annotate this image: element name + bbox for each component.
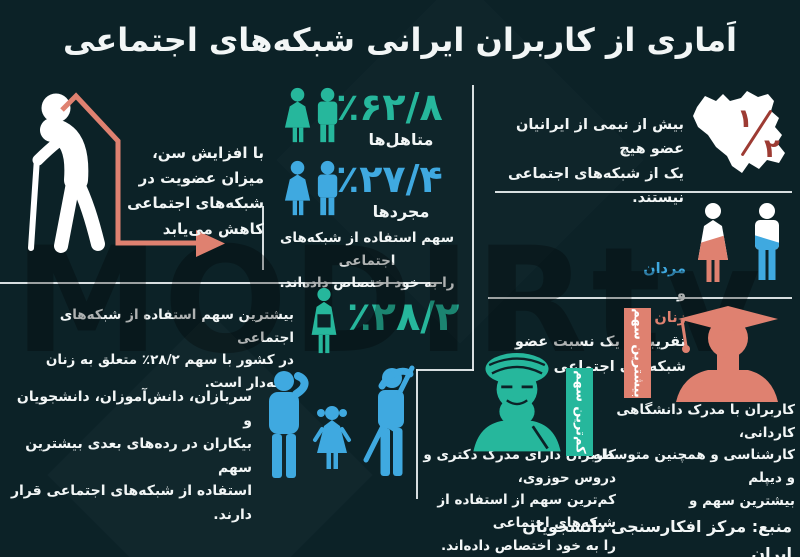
non-members-text: بیش از نیمی از ایرانیان عضو هیچ یک از شب… [507, 117, 684, 207]
married-percentage-value: ٪۶۲/۸ [336, 85, 443, 129]
one-half-fraction: ۱ ۲ [735, 104, 783, 166]
lowest-share-badge: کم‌ترین سهم [566, 368, 593, 456]
source-credit-text: منبع: مرکز افکارسنجی دانشجویان ایران [522, 517, 792, 557]
man-fill-icon [744, 202, 790, 294]
divider-line [495, 191, 792, 193]
fraction-numerator: ۱ [737, 104, 753, 134]
graduate-icon [660, 300, 795, 402]
divider-line [472, 85, 474, 371]
marital-note-text: سهم استفاده از شبکه‌های اجتماعی را به خو… [279, 230, 455, 292]
divider-line [488, 297, 792, 299]
saluting-man-icon [252, 368, 314, 480]
divider-line [0, 282, 442, 284]
highest-education-text: کاربران با مدرک دانشگاهی کاردانی، کارشنا… [592, 402, 795, 509]
cleric-icon [466, 338, 568, 458]
highest-share-badge: بیشترین سهم [624, 308, 651, 398]
declining-trend-arrow-icon [50, 88, 235, 260]
iran-map-icon [683, 84, 793, 186]
married-couple-icon [283, 86, 345, 146]
women-word: زنان [654, 310, 686, 327]
next-ranks-text: سربازان، دانش‌آموزان، دانشجویان و بیکارا… [10, 389, 252, 523]
married-label: متاهل‌ها [368, 130, 434, 149]
men-word: مردان [643, 261, 686, 278]
girl-icon [312, 402, 354, 480]
elderly-man-icon [16, 86, 118, 254]
woman-fill-icon [690, 202, 736, 294]
lowest-share-badge-label: کم‌ترین سهم [572, 370, 587, 454]
and-word: و [676, 285, 686, 302]
singles-percentage-value: ٪۲۷/۴ [336, 157, 443, 201]
housewife-icon [301, 287, 347, 363]
housewives-text: بیشترین سهم استفاده از شبکه‌های اجتماعی … [45, 307, 294, 392]
highest-share-badge-label: بیشترین سهم [630, 308, 645, 398]
fraction-denominator: ۲ [764, 134, 780, 164]
singles-label: مجردها [372, 202, 430, 221]
soldier-rifle-icon [352, 358, 424, 480]
housewives-percentage-value: ٪۲۸/۲ [347, 294, 460, 340]
single-couple-icon [283, 158, 345, 220]
divider-line [416, 369, 418, 499]
page-title: اَماری از کاربران ایرانی شبکه‌های اجتماع… [62, 21, 737, 59]
divider-line [262, 206, 264, 270]
divider-line [416, 369, 474, 371]
aging-statement-text: با افزایش سن، میزان عضویت در شبکه‌های اج… [127, 144, 264, 238]
